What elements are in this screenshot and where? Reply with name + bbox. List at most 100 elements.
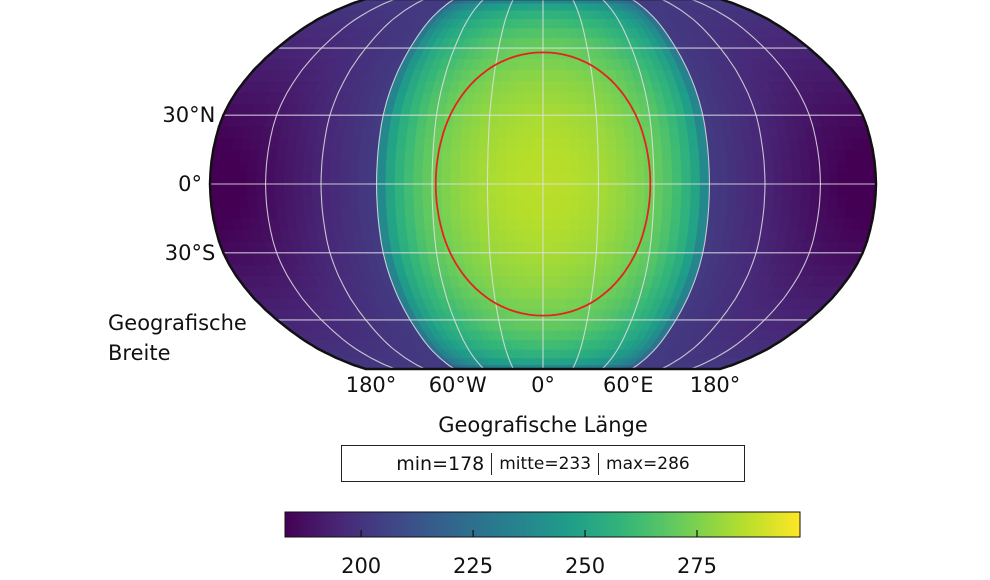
heatmap-cell — [542, 241, 553, 254]
heatmap-cell — [542, 69, 552, 82]
heatmap-cell — [837, 160, 849, 173]
heatmap-cell — [450, 160, 461, 173]
heatmap-cell — [789, 206, 802, 219]
heatmap-cell — [329, 183, 341, 196]
heatmap-cell — [536, 339, 544, 350]
heatmap-cell — [659, 229, 671, 242]
heatmap-cell — [744, 206, 756, 219]
map-outline — [208, 0, 878, 371]
heatmap-cell — [616, 195, 627, 208]
heatmap-cell — [801, 172, 812, 185]
heatmap-cell — [451, 218, 462, 231]
heatmap-cell — [771, 206, 783, 219]
heatmap-cell — [462, 103, 474, 116]
heatmap-cell — [650, 126, 662, 139]
heatmap-cell — [394, 183, 405, 196]
heatmap-cell — [568, 263, 579, 277]
heatmap-cell — [587, 241, 598, 254]
heatmap-cell — [586, 103, 597, 116]
heatmap-cell — [283, 172, 294, 185]
heatmap-cell — [461, 241, 473, 254]
heatmap-cell — [622, 241, 634, 254]
heatmap-cell — [661, 206, 673, 219]
heatmap-cell — [487, 172, 498, 185]
heatmap-cell — [357, 195, 369, 208]
heatmap-cell — [597, 195, 609, 208]
heatmap-cell — [521, 329, 531, 341]
heatmap-cell — [469, 218, 480, 231]
heatmap-cell — [718, 172, 729, 185]
heatmap-cell — [487, 183, 498, 196]
heatmap-cell — [507, 92, 518, 104]
heatmap-cell — [415, 126, 427, 139]
heatmap-cell — [595, 114, 607, 127]
heatmap-cell — [526, 286, 536, 299]
heatmap-cell — [516, 252, 526, 265]
heatmap-cell — [763, 160, 775, 173]
heatmap-cell — [588, 172, 599, 185]
heatmap-cell — [228, 160, 240, 173]
heatmap-cell — [339, 172, 350, 185]
heatmap-cell — [524, 241, 535, 254]
heatmap-cell — [228, 183, 239, 196]
heatmap-cell — [247, 195, 258, 208]
heatmap-cell — [755, 172, 766, 185]
heatmap-cell — [579, 206, 590, 219]
heatmap-cell — [550, 297, 560, 310]
heatmap-cell — [385, 160, 397, 173]
heatmap-cell — [366, 172, 378, 185]
heatmap-cell — [668, 126, 680, 139]
heatmap-cell — [478, 137, 489, 150]
heatmap-cell — [237, 195, 249, 208]
heatmap-cell — [542, 137, 553, 150]
heatmap-cell — [501, 69, 512, 82]
heatmap-cell — [422, 195, 433, 208]
heatmap-cell — [615, 137, 626, 150]
x-tick-label: 0° — [531, 373, 555, 397]
heatmap-cell — [560, 114, 571, 127]
heatmap-cell — [330, 206, 342, 219]
heatmap-cell — [596, 229, 607, 242]
heatmap-cell — [670, 206, 682, 219]
heatmap-cell — [525, 263, 535, 277]
heatmap-cell — [551, 126, 562, 139]
heatmap-cell — [542, 114, 553, 127]
heatmap-cell — [527, 37, 537, 49]
heatmap-cell — [550, 58, 560, 70]
heatmap-cell — [406, 229, 418, 242]
heatmap-cell — [507, 263, 518, 277]
heatmap-cell — [534, 275, 544, 288]
heatmap-cell — [341, 218, 353, 231]
heatmap-cell — [367, 195, 378, 208]
heatmap-cell — [561, 160, 572, 173]
heatmap-cell — [542, 27, 551, 39]
heatmap-cell — [228, 172, 239, 185]
heatmap-cell — [736, 160, 747, 173]
heatmap-cell — [606, 137, 617, 150]
heatmap-cell — [569, 114, 580, 127]
y-tick-label: 30°S — [165, 241, 216, 265]
heatmap-cell — [349, 206, 361, 219]
heatmap-cell — [635, 183, 646, 196]
heatmap-cell — [415, 229, 427, 242]
heatmap-cell — [532, 0, 539, 4]
colorbar-gradient — [284, 511, 801, 538]
heatmap-cell — [367, 149, 379, 162]
heatmap-cell — [477, 160, 489, 173]
heatmap-cell — [551, 252, 562, 265]
heatmap-cell — [659, 126, 671, 139]
heatmap-cell — [660, 218, 672, 231]
heatmap-cell — [524, 126, 535, 139]
heatmap-cell — [680, 149, 691, 162]
heatmap-cell — [531, 3, 539, 11]
heatmap-cell — [670, 149, 682, 162]
heatmap-cell — [526, 58, 536, 70]
heatmap-cell — [699, 172, 710, 185]
heatmap-cell — [340, 149, 352, 162]
heatmap-cell — [588, 195, 599, 208]
heatmap-cell — [660, 137, 672, 150]
heatmap-cell — [533, 92, 544, 104]
heatmap-cell — [856, 183, 868, 196]
heatmap-cell — [514, 172, 525, 185]
heatmap-cell — [587, 114, 598, 127]
